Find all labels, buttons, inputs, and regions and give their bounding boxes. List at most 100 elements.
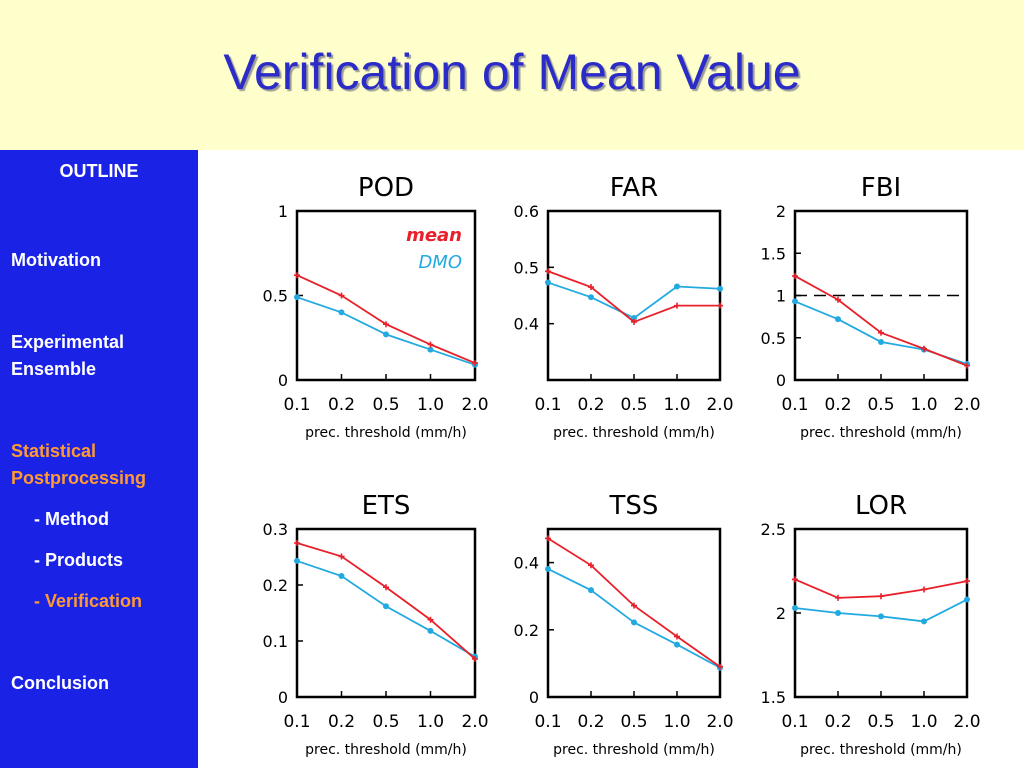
pod-x-tick-label: 1.0 [417, 395, 444, 415]
far-y-tick-label: 0.5 [514, 258, 539, 277]
ets-y-tick-label: 0.2 [263, 576, 288, 595]
slide-header: Verification of Mean Value [0, 0, 1024, 150]
pod-dmo-point [383, 331, 389, 338]
fbi-y-tick-label: 1 [776, 287, 786, 306]
fbi-y-tick-label: 0.5 [761, 329, 786, 348]
tss-mean-point [631, 602, 637, 609]
nav-item-line: Statistical [11, 441, 97, 461]
ets-y-tick-label: 0 [278, 688, 288, 707]
far-dmo-point [717, 285, 723, 292]
tss-dmo-point [588, 587, 594, 594]
far-dmo-series-line [547, 281, 721, 320]
nav-statistical-postprocessing[interactable]: Statistical Postprocessing [11, 438, 146, 492]
lor-x-tick-label: 0.2 [824, 712, 851, 732]
ets-plot-frame [295, 527, 477, 699]
lor-dmo-point [792, 604, 798, 611]
pod-mean-point [338, 292, 345, 299]
tss-mean-point [588, 562, 594, 569]
tss-y-tick-label: 0.2 [514, 621, 539, 640]
lor-mean-point [792, 576, 798, 583]
lor-x-tick-label: 0.5 [867, 712, 894, 732]
fbi-x-tick-label: 0.5 [867, 395, 894, 415]
tss-x-tick-label: 2.0 [706, 712, 733, 732]
tss-mean-point [717, 663, 723, 670]
tss-x-axis-label: prec. threshold (mm/h) [553, 742, 715, 758]
fbi-dmo-point [835, 316, 841, 323]
tss-x-tick-label: 0.2 [577, 712, 604, 732]
fbi-dmo-point [878, 338, 884, 345]
lor-chart-title: LOR [855, 491, 907, 521]
tss-dmo-point [631, 619, 637, 626]
lor-dmo-point [878, 613, 884, 620]
lor-dmo-point [921, 618, 927, 625]
nav-item-line: Conclusion [11, 673, 109, 693]
fbi-x-tick-label: 0.1 [781, 395, 808, 415]
lor-y-tick-label: 2 [776, 604, 786, 623]
ets-mean-point [383, 584, 389, 591]
pod-dmo-series-line [296, 296, 476, 366]
far-dmo-point [545, 279, 551, 286]
far-mean-series-line [547, 270, 720, 324]
ets-chart-title: ETS [362, 491, 411, 521]
far-x-axis-label: prec. threshold (mm/h) [553, 425, 715, 441]
pod-x-tick-label: 0.5 [372, 395, 399, 415]
pod-dmo-point [294, 294, 300, 301]
ets-x-tick-label: 2.0 [461, 712, 488, 732]
far-x-tick-label: 2.0 [706, 395, 733, 415]
far-y-tick-label: 0.6 [514, 202, 539, 221]
tss-x-tick-label: 1.0 [663, 712, 690, 732]
nav-method[interactable]: - Method [34, 506, 109, 533]
lor-y-tick-label: 1.5 [761, 688, 786, 707]
ets-y-tick-label: 0.1 [263, 632, 288, 651]
far-dmo-point [588, 294, 594, 301]
pod-mean-series-line [296, 274, 476, 364]
nav-verification[interactable]: - Verification [34, 588, 142, 615]
far-dmo-point [674, 283, 680, 290]
nav-products[interactable]: - Products [34, 547, 123, 574]
fbi-dmo-point [792, 298, 798, 305]
lor-dmo-point [964, 596, 970, 603]
tss-mean-point [674, 633, 680, 640]
lor-mean-point [835, 594, 841, 601]
far-plot-frame [546, 209, 722, 382]
nav-conclusion[interactable]: Conclusion [11, 670, 109, 697]
fbi-mean-point [835, 296, 841, 303]
fbi-mean-point [792, 273, 798, 280]
ets-mean-point [427, 616, 434, 623]
ets-dmo-point [427, 627, 434, 634]
nav-item-line: Postprocessing [11, 468, 147, 488]
tss-dmo-series-line [547, 568, 721, 669]
pod-mean-point [383, 321, 389, 328]
tss-y-tick-label: 0 [529, 688, 539, 707]
far-x-tick-label: 0.5 [620, 395, 647, 415]
pod-dmo-point [338, 309, 345, 316]
ets-x-tick-label: 0.2 [328, 712, 355, 732]
nav-motivation[interactable]: Motivation [11, 247, 101, 274]
fbi-mean-point [921, 345, 927, 352]
pod-x-axis-label: prec. threshold (mm/h) [305, 425, 467, 441]
nav-experimental-ensemble[interactable]: Experimental Ensemble [11, 329, 124, 383]
tss-mean-point [545, 535, 551, 542]
nav-item-line: - Products [34, 550, 124, 570]
pod-mean-point [427, 341, 434, 348]
ets-mean-point [472, 655, 478, 662]
lor-x-tick-label: 0.1 [781, 712, 808, 732]
lor-mean-point [878, 593, 884, 600]
pod-x-tick-label: 0.1 [283, 395, 310, 415]
far-chart-title: FAR [610, 173, 658, 203]
fbi-x-tick-label: 1.0 [910, 395, 937, 415]
fbi-mean-series-line [794, 275, 968, 367]
ets-x-axis-label: prec. threshold (mm/h) [305, 742, 467, 758]
lor-mean-point [921, 586, 927, 593]
pod-x-tick-label: 2.0 [461, 395, 488, 415]
far-mean-point [588, 284, 594, 291]
tss-dmo-point [545, 565, 551, 572]
legend-dmo-label: DMO [418, 252, 462, 273]
plot-area: POD 0 0.5 1 0.1 0.2 0.5 1.0 2.0 prec. threshold (… [198, 150, 1024, 768]
pod-chart-title: POD [358, 173, 414, 203]
nav-item-line: Motivation [11, 250, 101, 270]
ets-dmo-point [338, 573, 345, 580]
fbi-chart-title: FBI [861, 173, 901, 203]
ets-x-tick-label: 0.1 [283, 712, 310, 732]
far-y-tick-label: 0.4 [514, 315, 539, 334]
